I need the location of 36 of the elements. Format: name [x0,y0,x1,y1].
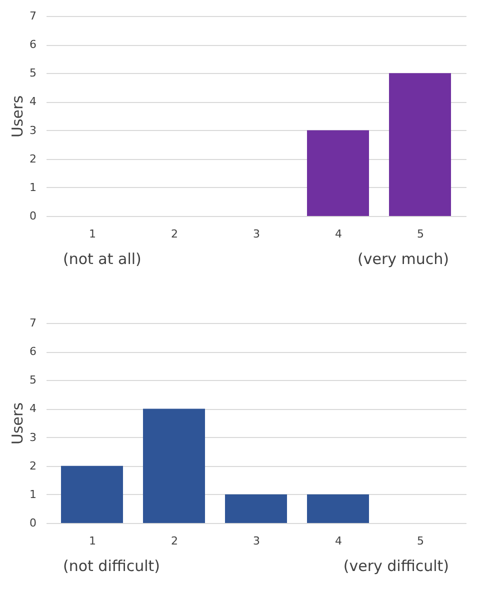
text: (not at all) [63,250,142,268]
x-tick-label: 5 [417,534,424,548]
y-tick-label: 7 [30,10,36,22]
x-tick-label: 4 [335,228,342,240]
y-tick-label: 3 [30,430,36,444]
y-tick-label: 1 [30,488,36,501]
y-tick-label: 0 [30,516,36,530]
x-tick-label: 1 [89,228,96,240]
y-tick-label: 5 [30,374,36,387]
y-tick-label: 0 [30,210,36,222]
x-tick-label: 5 [417,228,424,240]
bar [307,494,369,523]
y-tick-label: 1 [30,180,36,194]
text: (very difficult) [343,557,449,575]
text: (not difficult) [63,557,160,575]
y-axis-title: Users [8,95,26,138]
y-tick-label: 2 [30,459,36,472]
y-tick-label: 2 [30,152,36,166]
y-tick-label: 3 [30,124,36,137]
x-tick-label: 4 [335,534,342,548]
x-tick-label: 3 [253,534,260,548]
y-tick-label: 5 [30,66,36,80]
bar [225,494,287,523]
y-tick-label: 4 [30,402,36,416]
y-tick-label: 6 [30,345,36,358]
y-tick-label: 4 [30,95,36,108]
bar [61,466,123,523]
y-tick-label: 6 [30,38,36,52]
bar [143,408,205,523]
x-tick-label: 2 [171,228,178,240]
x-tick-label: 1 [89,534,96,548]
y-tick-label: 7 [30,316,36,330]
y-axis-title: Users [8,402,26,445]
x-tick-label: 3 [253,228,260,240]
x-tick-label: 2 [171,534,178,548]
text: (very much) [358,250,449,268]
